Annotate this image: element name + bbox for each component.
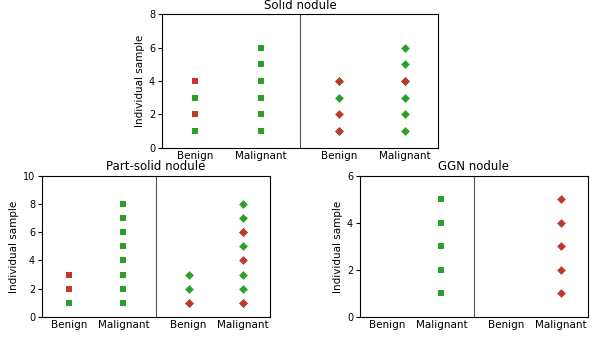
Point [119,286,128,291]
Point [119,272,128,277]
Point [238,286,248,291]
Point [256,95,265,101]
Point [256,78,265,84]
Point [437,267,446,273]
Point [238,215,248,221]
Point [190,128,200,134]
Point [238,300,248,306]
Point [335,95,344,101]
Point [238,230,248,235]
Point [184,300,193,306]
Point [556,290,566,296]
Point [184,300,193,306]
Point [119,244,128,249]
Point [184,272,193,277]
Point [238,230,248,235]
Point [437,290,446,296]
Point [256,61,265,67]
Point [64,300,74,306]
Point [238,272,248,277]
Point [400,112,410,117]
Point [556,267,566,273]
Point [119,230,128,235]
Point [335,128,344,134]
Point [335,78,344,84]
Point [335,112,344,117]
Point [238,201,248,207]
Y-axis label: Individual sample: Individual sample [134,35,145,127]
Point [256,128,265,134]
Y-axis label: Individual sample: Individual sample [332,200,343,293]
Point [184,286,193,291]
Title: GGN nodule: GGN nodule [439,161,509,174]
Point [64,272,74,277]
Point [119,258,128,263]
Point [119,201,128,207]
Point [190,95,200,101]
Point [556,197,566,202]
Point [190,112,200,117]
Point [64,286,74,291]
Title: Part-solid nodule: Part-solid nodule [106,161,206,174]
Y-axis label: Individual sample: Individual sample [8,200,19,293]
Point [437,220,446,226]
Point [119,215,128,221]
Point [190,78,200,84]
Point [437,244,446,249]
Point [238,300,248,306]
Point [238,244,248,249]
Point [400,128,410,134]
Title: Solid nodule: Solid nodule [263,0,337,12]
Point [400,78,410,84]
Point [119,300,128,306]
Point [256,112,265,117]
Point [400,45,410,50]
Point [64,286,74,291]
Point [238,258,248,263]
Point [400,95,410,101]
Point [335,128,344,134]
Point [335,78,344,84]
Point [190,78,200,84]
Point [400,78,410,84]
Point [437,197,446,202]
Point [256,45,265,50]
Point [556,220,566,226]
Point [556,244,566,249]
Point [400,61,410,67]
